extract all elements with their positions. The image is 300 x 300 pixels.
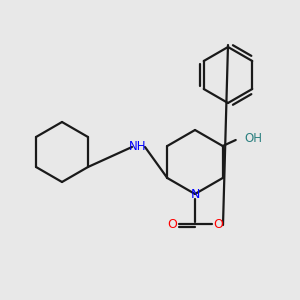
Text: O: O <box>213 218 223 232</box>
Text: N: N <box>190 188 200 200</box>
Text: NH: NH <box>129 140 147 154</box>
Text: OH: OH <box>245 131 263 145</box>
Text: O: O <box>167 218 177 232</box>
